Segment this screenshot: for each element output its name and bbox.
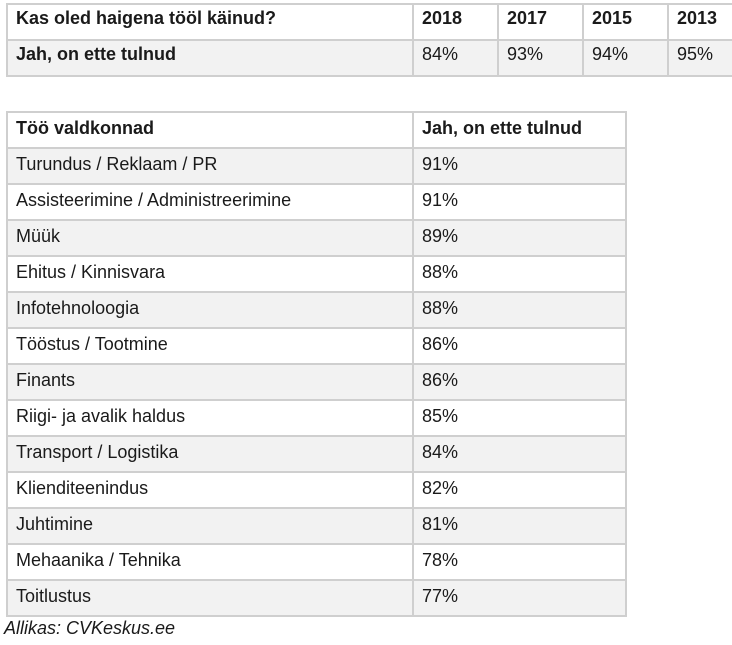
sector-value: 86%: [412, 327, 627, 365]
sector-value: 91%: [412, 183, 627, 221]
table-row: Riigi- ja avalik haldus 85%: [6, 399, 627, 437]
table-row: Ehitus / Kinnisvara 88%: [6, 255, 627, 293]
sector-value: 81%: [412, 507, 627, 545]
year-header: 2017: [497, 3, 584, 41]
sector-table-body: Turundus / Reklaam / PR 91% Assisteerimine…: [6, 147, 627, 617]
year-header: 2015: [582, 3, 669, 41]
sector-name: Ehitus / Kinnisvara: [6, 255, 414, 293]
answer-label: Jah, on ette tulnud: [6, 39, 414, 77]
sector-value: 88%: [412, 255, 627, 293]
sector-table: Töö valdkonnad Jah, on ette tulnud Turun…: [6, 111, 627, 617]
year-header: 2013: [667, 3, 732, 41]
table-row: Turundus / Reklaam / PR 91%: [6, 147, 627, 185]
sector-value: 88%: [412, 291, 627, 329]
sector-value: 77%: [412, 579, 627, 617]
table-row: Toitlustus 77%: [6, 579, 627, 617]
sector-name: Finants: [6, 363, 414, 401]
sector-value: 78%: [412, 543, 627, 581]
sector-name: Turundus / Reklaam / PR: [6, 147, 414, 185]
sector-column-header: Töö valdkonnad: [6, 111, 414, 149]
sector-header-row: Töö valdkonnad Jah, on ette tulnud: [6, 111, 627, 149]
question-header: Kas oled haigena tööl käinud?: [6, 3, 414, 41]
sector-value: 82%: [412, 471, 627, 509]
sector-value: 91%: [412, 147, 627, 185]
table-row: Transport / Logistika 84%: [6, 435, 627, 473]
year-value: 95%: [667, 39, 732, 77]
table-row: Mehaanika / Tehnika 78%: [6, 543, 627, 581]
sector-name: Infotehnoloogia: [6, 291, 414, 329]
table-row: Klienditeenindus 82%: [6, 471, 627, 509]
year-comparison-table: Kas oled haigena tööl käinud? 2018 2017 …: [6, 3, 732, 77]
sector-value: 84%: [412, 435, 627, 473]
table-row: Tööstus / Tootmine 86%: [6, 327, 627, 365]
sector-name: Assisteerimine / Administreerimine: [6, 183, 414, 221]
value-column-header: Jah, on ette tulnud: [412, 111, 627, 149]
source-note: Allikas: CVKeskus.ee: [4, 618, 176, 638]
answer-row: Jah, on ette tulnud 84% 93% 94% 95%: [6, 39, 732, 77]
year-value: 93%: [497, 39, 584, 77]
sector-name: Transport / Logistika: [6, 435, 414, 473]
sector-name: Riigi- ja avalik haldus: [6, 399, 414, 437]
year-header: 2018: [412, 3, 499, 41]
sector-name: Juhtimine: [6, 507, 414, 545]
year-value: 84%: [412, 39, 499, 77]
sector-name: Toitlustus: [6, 579, 414, 617]
sector-name: Tööstus / Tootmine: [6, 327, 414, 365]
table-row: Assisteerimine / Administreerimine 91%: [6, 183, 627, 221]
year-header-row: Kas oled haigena tööl käinud? 2018 2017 …: [6, 3, 732, 41]
year-value: 94%: [582, 39, 669, 77]
table-row: Müük 89%: [6, 219, 627, 257]
sector-value: 86%: [412, 363, 627, 401]
sector-name: Mehaanika / Tehnika: [6, 543, 414, 581]
sector-value: 89%: [412, 219, 627, 257]
table-row: Finants 86%: [6, 363, 627, 401]
table-row: Infotehnoloogia 88%: [6, 291, 627, 329]
sector-value: 85%: [412, 399, 627, 437]
table-row: Juhtimine 81%: [6, 507, 627, 545]
sector-name: Klienditeenindus: [6, 471, 414, 509]
sector-name: Müük: [6, 219, 414, 257]
